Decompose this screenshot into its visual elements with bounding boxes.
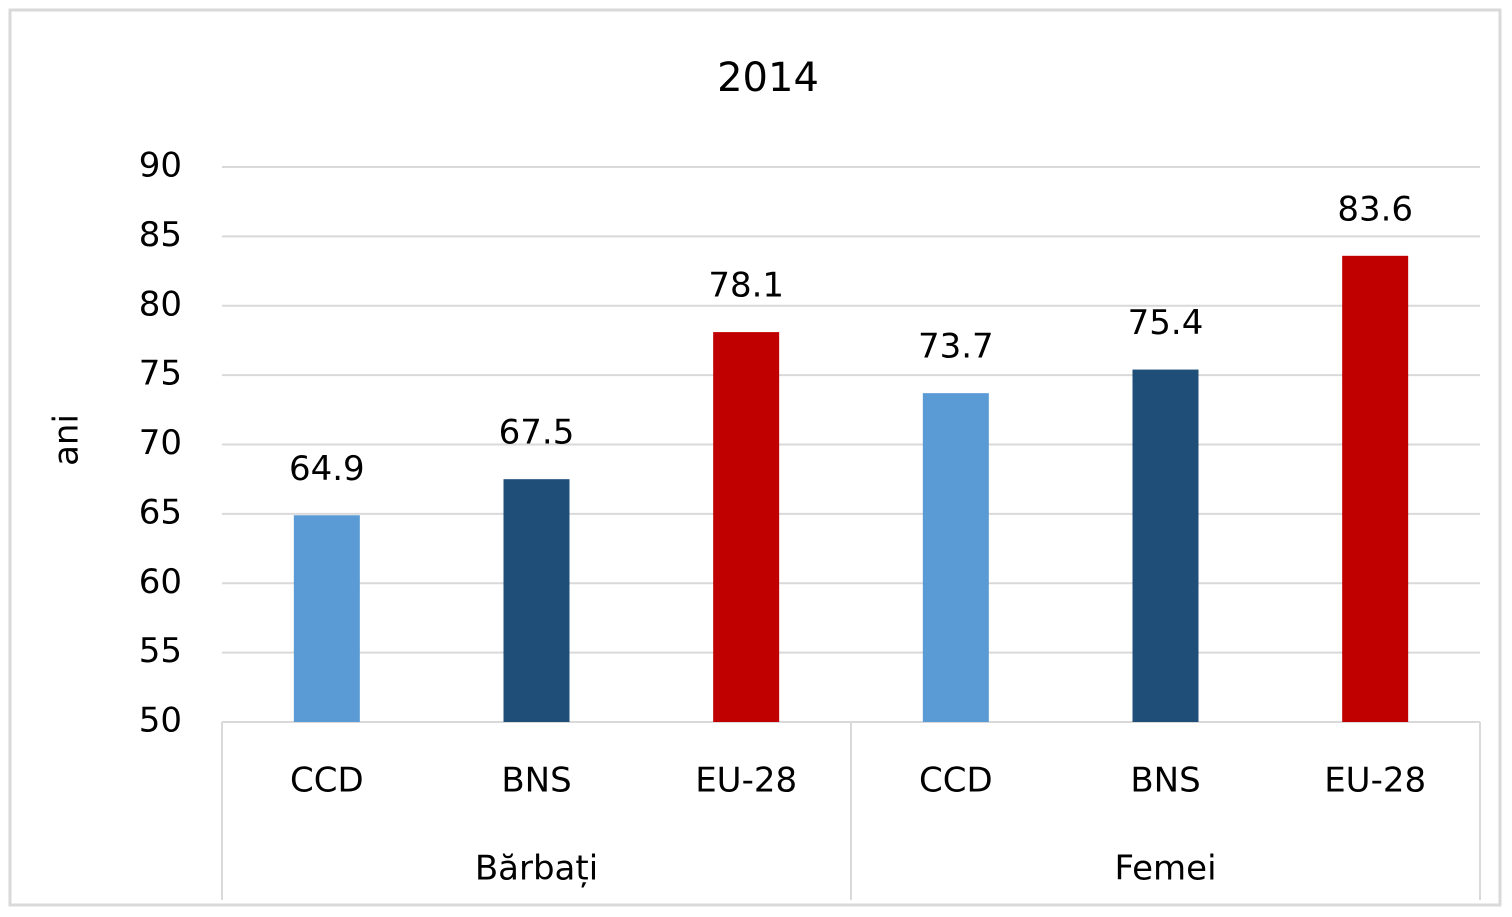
bar bbox=[1132, 369, 1199, 722]
x-tick-label: BNS bbox=[1130, 761, 1200, 801]
y-tick-label: 80 bbox=[139, 284, 182, 324]
y-tick-label: 70 bbox=[139, 423, 182, 463]
value-label: 73.7 bbox=[918, 327, 994, 367]
y-tick-label: 60 bbox=[139, 562, 182, 602]
y-axis-label: ani bbox=[47, 414, 87, 466]
y-tick-label: 65 bbox=[139, 492, 182, 532]
bar bbox=[713, 332, 780, 722]
x-tick-label: CCD bbox=[919, 761, 993, 801]
group-label: Bărbați bbox=[475, 849, 598, 889]
y-tick-label: 50 bbox=[139, 701, 182, 741]
value-label: 78.1 bbox=[708, 266, 784, 306]
bar bbox=[293, 515, 360, 722]
bar bbox=[1342, 255, 1409, 723]
bar bbox=[503, 479, 570, 722]
chart-title: 2014 bbox=[717, 55, 819, 101]
value-label: 64.9 bbox=[289, 449, 365, 489]
value-label: 83.6 bbox=[1337, 189, 1413, 229]
value-label: 75.4 bbox=[1128, 303, 1204, 343]
y-tick-label: 90 bbox=[139, 146, 182, 186]
y-tick-label: 85 bbox=[139, 215, 182, 255]
x-tick-label: CCD bbox=[290, 761, 364, 801]
x-tick-label: BNS bbox=[501, 761, 571, 801]
y-tick-label: 55 bbox=[139, 631, 182, 671]
x-tick-label: EU-28 bbox=[1324, 761, 1426, 801]
y-tick-label: 75 bbox=[139, 354, 182, 394]
group-label: Femei bbox=[1114, 849, 1216, 889]
value-label: 67.5 bbox=[499, 413, 575, 453]
x-tick-label: EU-28 bbox=[695, 761, 797, 801]
bar bbox=[922, 393, 989, 722]
